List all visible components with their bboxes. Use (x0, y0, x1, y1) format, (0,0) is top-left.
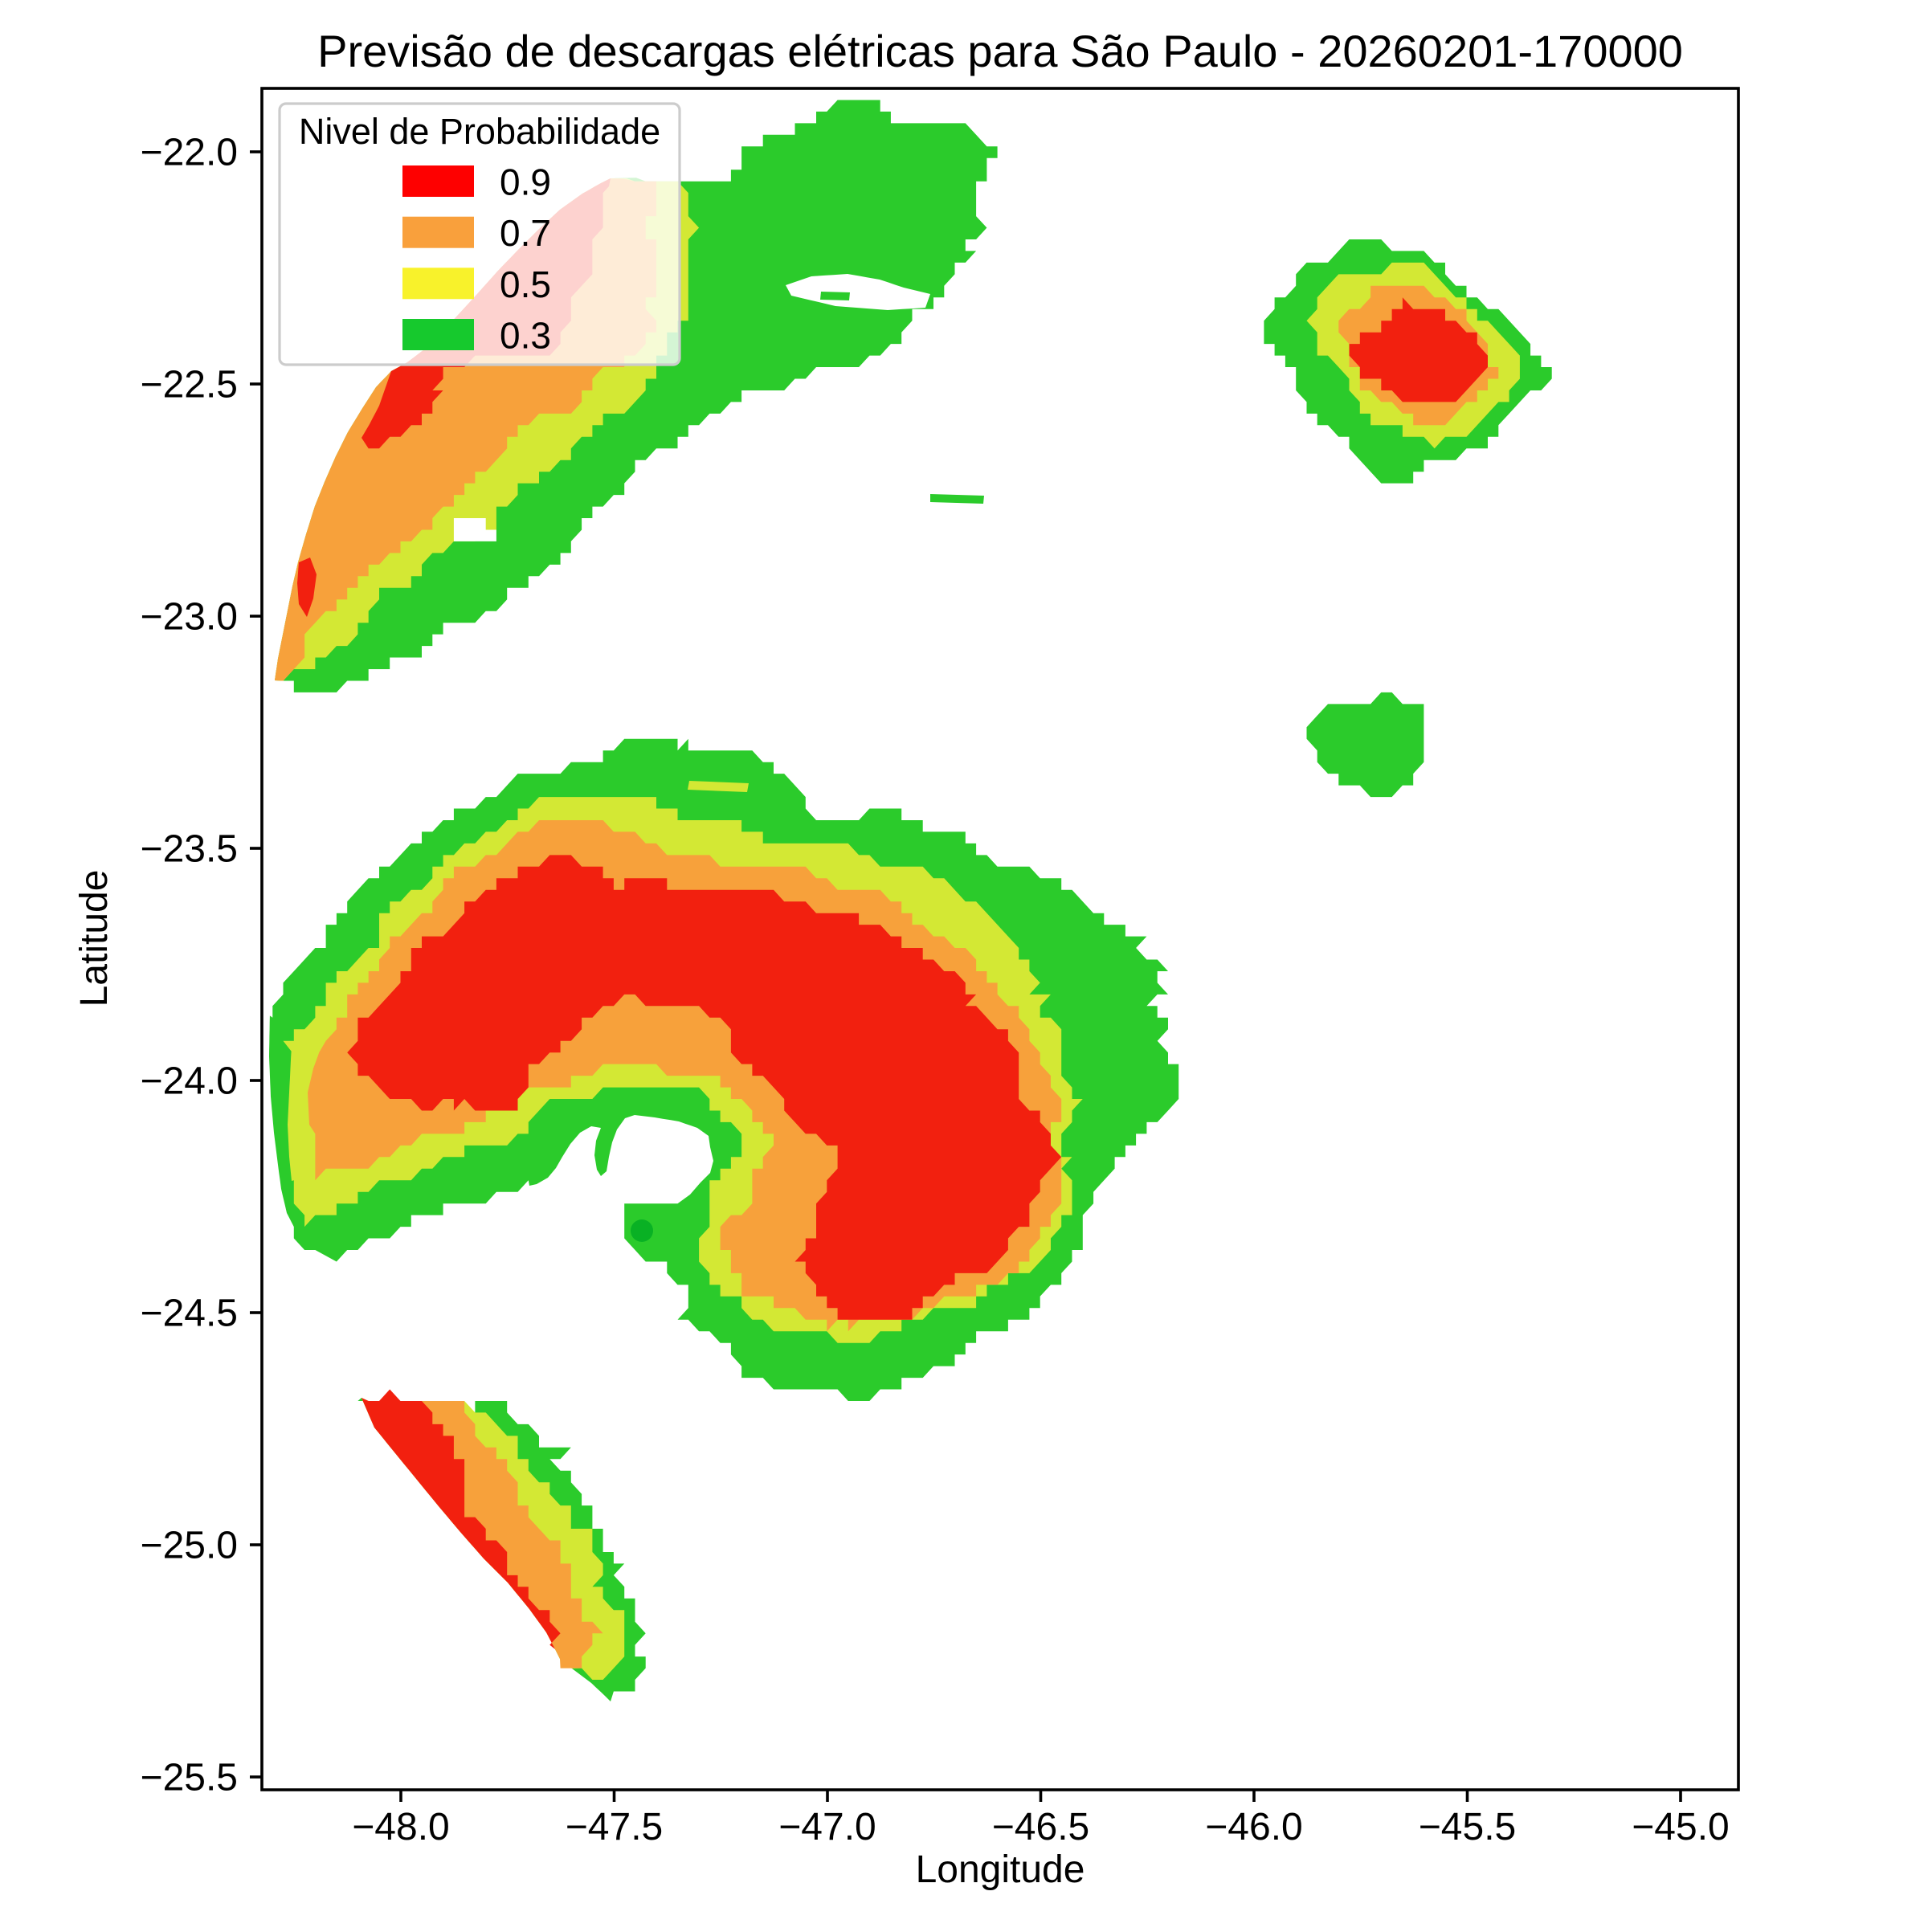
svg-text:−46.5: −46.5 (992, 1806, 1089, 1848)
svg-text:−47.5: −47.5 (566, 1806, 663, 1848)
svg-text:0.3: 0.3 (500, 315, 551, 357)
svg-text:−24.5: −24.5 (141, 1293, 238, 1335)
svg-text:0.5: 0.5 (500, 263, 551, 305)
svg-text:−47.0: −47.0 (778, 1806, 876, 1848)
svg-text:−23.0: −23.0 (141, 596, 238, 639)
svg-text:Nivel de Probabilidade: Nivel de Probabilidade (299, 111, 660, 152)
svg-text:Previsão de descargas elétrica: Previsão de descargas elétricas para São… (317, 26, 1683, 76)
svg-text:−45.0: −45.0 (1632, 1806, 1729, 1848)
svg-text:Latitude: Latitude (73, 870, 116, 1007)
svg-text:−23.5: −23.5 (141, 828, 238, 871)
svg-text:−25.5: −25.5 (141, 1757, 238, 1799)
svg-text:0.7: 0.7 (500, 212, 551, 254)
svg-text:−45.5: −45.5 (1419, 1806, 1516, 1848)
svg-text:−25.0: −25.0 (141, 1525, 238, 1567)
svg-text:−22.5: −22.5 (141, 364, 238, 406)
svg-text:−48.0: −48.0 (352, 1806, 449, 1848)
svg-text:Longitude: Longitude (916, 1848, 1085, 1891)
svg-text:−46.0: −46.0 (1205, 1806, 1302, 1848)
svg-text:0.9: 0.9 (500, 161, 551, 203)
svg-text:−22.0: −22.0 (141, 132, 238, 174)
svg-text:−24.0: −24.0 (141, 1060, 238, 1103)
